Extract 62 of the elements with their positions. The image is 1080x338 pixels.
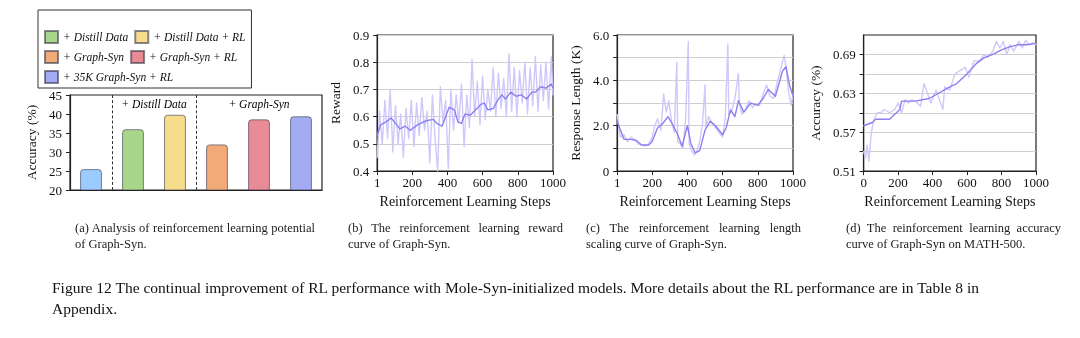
x-tick-label: 1 <box>613 175 621 191</box>
x-tick-label: 200 <box>402 175 422 191</box>
x-tick-label: 600 <box>472 175 493 191</box>
line-series <box>376 83 554 137</box>
line-series <box>862 42 1037 127</box>
x-tick-label: 800 <box>748 175 768 191</box>
y-axis-title: Accuracy (%) <box>807 65 823 141</box>
y-tick-label: 0.7 <box>352 81 370 97</box>
x-tick-label: 1000 <box>780 175 806 191</box>
y-axis-title: Accuracy (%) <box>23 104 39 181</box>
text: (a) Analysis of reinforcement learning potential of Graph-Syn. <box>75 220 315 252</box>
x-tick-label: 1000 <box>540 175 566 191</box>
y-tick-label: 0.69 <box>832 46 856 62</box>
x-tick-label: 200 <box>888 175 908 191</box>
y-tick-label: 25 <box>49 163 62 179</box>
y-tick-label: 0.8 <box>352 54 370 70</box>
legend-label: + Distill Data + RL <box>153 31 246 43</box>
x-tick-label: 0 <box>860 175 867 191</box>
x-tick-label: 600 <box>712 175 733 191</box>
legend-label: + Graph-Syn <box>63 51 125 64</box>
line-series <box>616 41 794 156</box>
y-tick-label: 2.0 <box>592 118 610 134</box>
y-tick-label: 30 <box>49 144 62 160</box>
text: (c) The reinforcement learning length scaling curve of Graph-Syn. <box>586 220 801 252</box>
y-tick-label: 0.57 <box>832 124 857 140</box>
x-axis-title: Reinforcement Learning Steps <box>619 193 791 209</box>
y-tick-label: 0.5 <box>352 136 370 152</box>
y-tick-label: 0.4 <box>352 163 370 179</box>
x-tick-label: 800 <box>991 175 1012 191</box>
x-tick-label: 200 <box>642 175 662 191</box>
x-axis-title: Reinforcement Learning Steps <box>379 193 551 209</box>
x-tick-label: 600 <box>957 175 977 191</box>
line-series <box>616 66 794 154</box>
legend-label: + Graph-Syn + RL <box>149 51 238 64</box>
y-tick-label: 45 <box>49 87 62 103</box>
y-tick-label: 20 <box>49 182 62 198</box>
y-tick-label: 6.0 <box>592 27 610 43</box>
legend-label: + 35K Graph-Syn + RL <box>63 71 174 84</box>
y-tick-label: 4.0 <box>592 72 610 88</box>
y-tick-label: 40 <box>49 106 62 122</box>
y-tick-label: 0.63 <box>832 85 856 101</box>
annotation: + Distill Data <box>121 98 187 110</box>
text: (d) The reinforcement learning accuracy curve of Graph-Syn on MATH-500. <box>846 220 1061 252</box>
x-tick-label: 800 <box>508 175 528 191</box>
legend-label: + Distill Data <box>63 31 129 43</box>
caption: Figure 12 The continual improvement of RL performance with Mole-Syn-initialized models. More details about the RL performance are in Table 8 in Appendix. <box>52 278 980 319</box>
y-tick-label: 35 <box>49 125 62 141</box>
text: (b) The reinforcement learning reward curve of Graph-Syn. <box>348 220 563 252</box>
x-tick-label: 1 <box>373 175 381 191</box>
x-tick-label: 400 <box>677 175 698 191</box>
x-axis-title: Reinforcement Learning Steps <box>864 193 1036 209</box>
y-tick-label: 0 <box>602 163 610 179</box>
y-tick-label: 0.9 <box>352 27 370 43</box>
x-tick-label: 400 <box>437 175 458 191</box>
y-tick-label: 0.51 <box>832 163 856 179</box>
annotation: + Graph-Syn <box>228 98 290 110</box>
y-axis-title: Reward <box>327 81 343 125</box>
x-tick-label: 1000 <box>1023 175 1049 191</box>
y-tick-label: 0.6 <box>352 109 370 125</box>
line-series <box>862 39 1037 163</box>
x-tick-label: 400 <box>922 175 943 191</box>
y-axis-title: Response Length (K) <box>567 45 583 161</box>
